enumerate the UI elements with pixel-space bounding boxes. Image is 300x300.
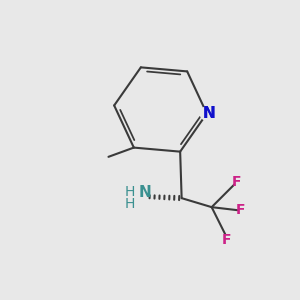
Text: N: N (202, 106, 215, 121)
Text: F: F (236, 203, 245, 217)
Text: N: N (138, 184, 151, 200)
Text: F: F (232, 175, 241, 189)
Text: N: N (203, 106, 216, 121)
Text: H: H (125, 185, 135, 199)
Text: F: F (222, 232, 231, 247)
Text: H: H (125, 197, 135, 211)
Circle shape (200, 107, 213, 120)
